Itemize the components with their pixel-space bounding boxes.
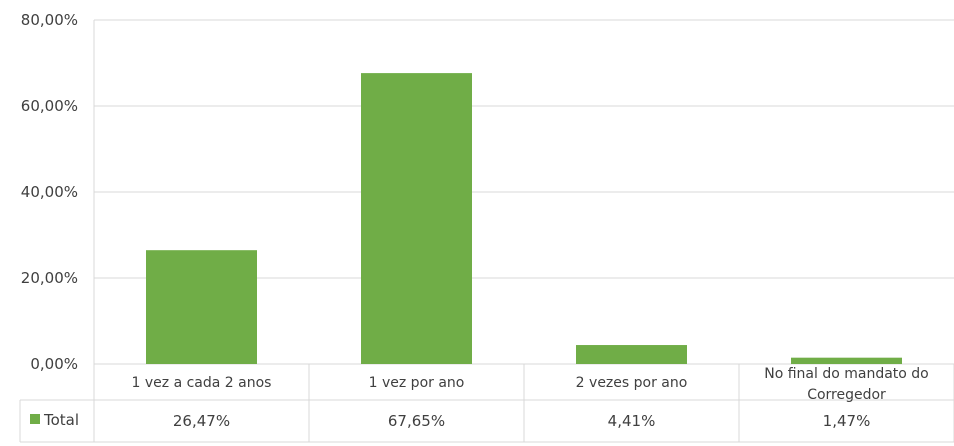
y-tick-label: 80,00%: [21, 11, 78, 29]
bar: [576, 345, 687, 364]
data-table-value: 67,65%: [388, 412, 445, 430]
data-table-value: 26,47%: [173, 412, 230, 430]
y-axis: 0,00% 20,00% 40,00% 60,00% 80,00%: [21, 11, 78, 373]
legend-label: Total: [43, 411, 79, 429]
bars: [146, 73, 902, 364]
x-category-label: 1 vez a cada 2 anos: [132, 375, 272, 391]
data-table: 1 vez a cada 2 anos 26,47% 1 vez por ano 67…: [19, 364, 954, 443]
y-tick-label: 40,00%: [21, 183, 78, 201]
x-category-label: 1 vez por ano: [369, 375, 465, 391]
legend-swatch: [30, 414, 40, 424]
data-table-value: 4,41%: [608, 412, 656, 430]
bar: [146, 250, 257, 364]
y-tick-label: 60,00%: [21, 97, 78, 115]
x-category-label: 2 vezes por ano: [576, 375, 688, 391]
x-category-label: No final do mandato do: [764, 366, 929, 382]
x-category-label: Corregedor: [807, 387, 886, 403]
y-tick-label: 0,00%: [30, 355, 78, 373]
bar: [791, 357, 902, 364]
data-table-value: 1,47%: [823, 412, 871, 430]
bar: [361, 73, 472, 364]
y-tick-label: 20,00%: [21, 269, 78, 287]
